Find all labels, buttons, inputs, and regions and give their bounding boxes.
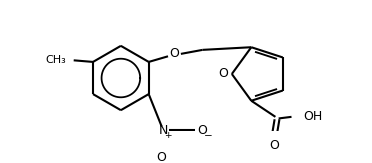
Text: O: O (269, 139, 279, 152)
Text: −: − (204, 131, 213, 141)
Text: OH: OH (303, 110, 322, 123)
Text: +: + (164, 131, 172, 140)
Text: CH₃: CH₃ (45, 55, 65, 65)
Text: O: O (197, 124, 207, 137)
Text: O: O (156, 151, 166, 163)
Text: O: O (170, 47, 179, 60)
Text: N: N (158, 124, 168, 137)
Text: O: O (218, 67, 228, 81)
